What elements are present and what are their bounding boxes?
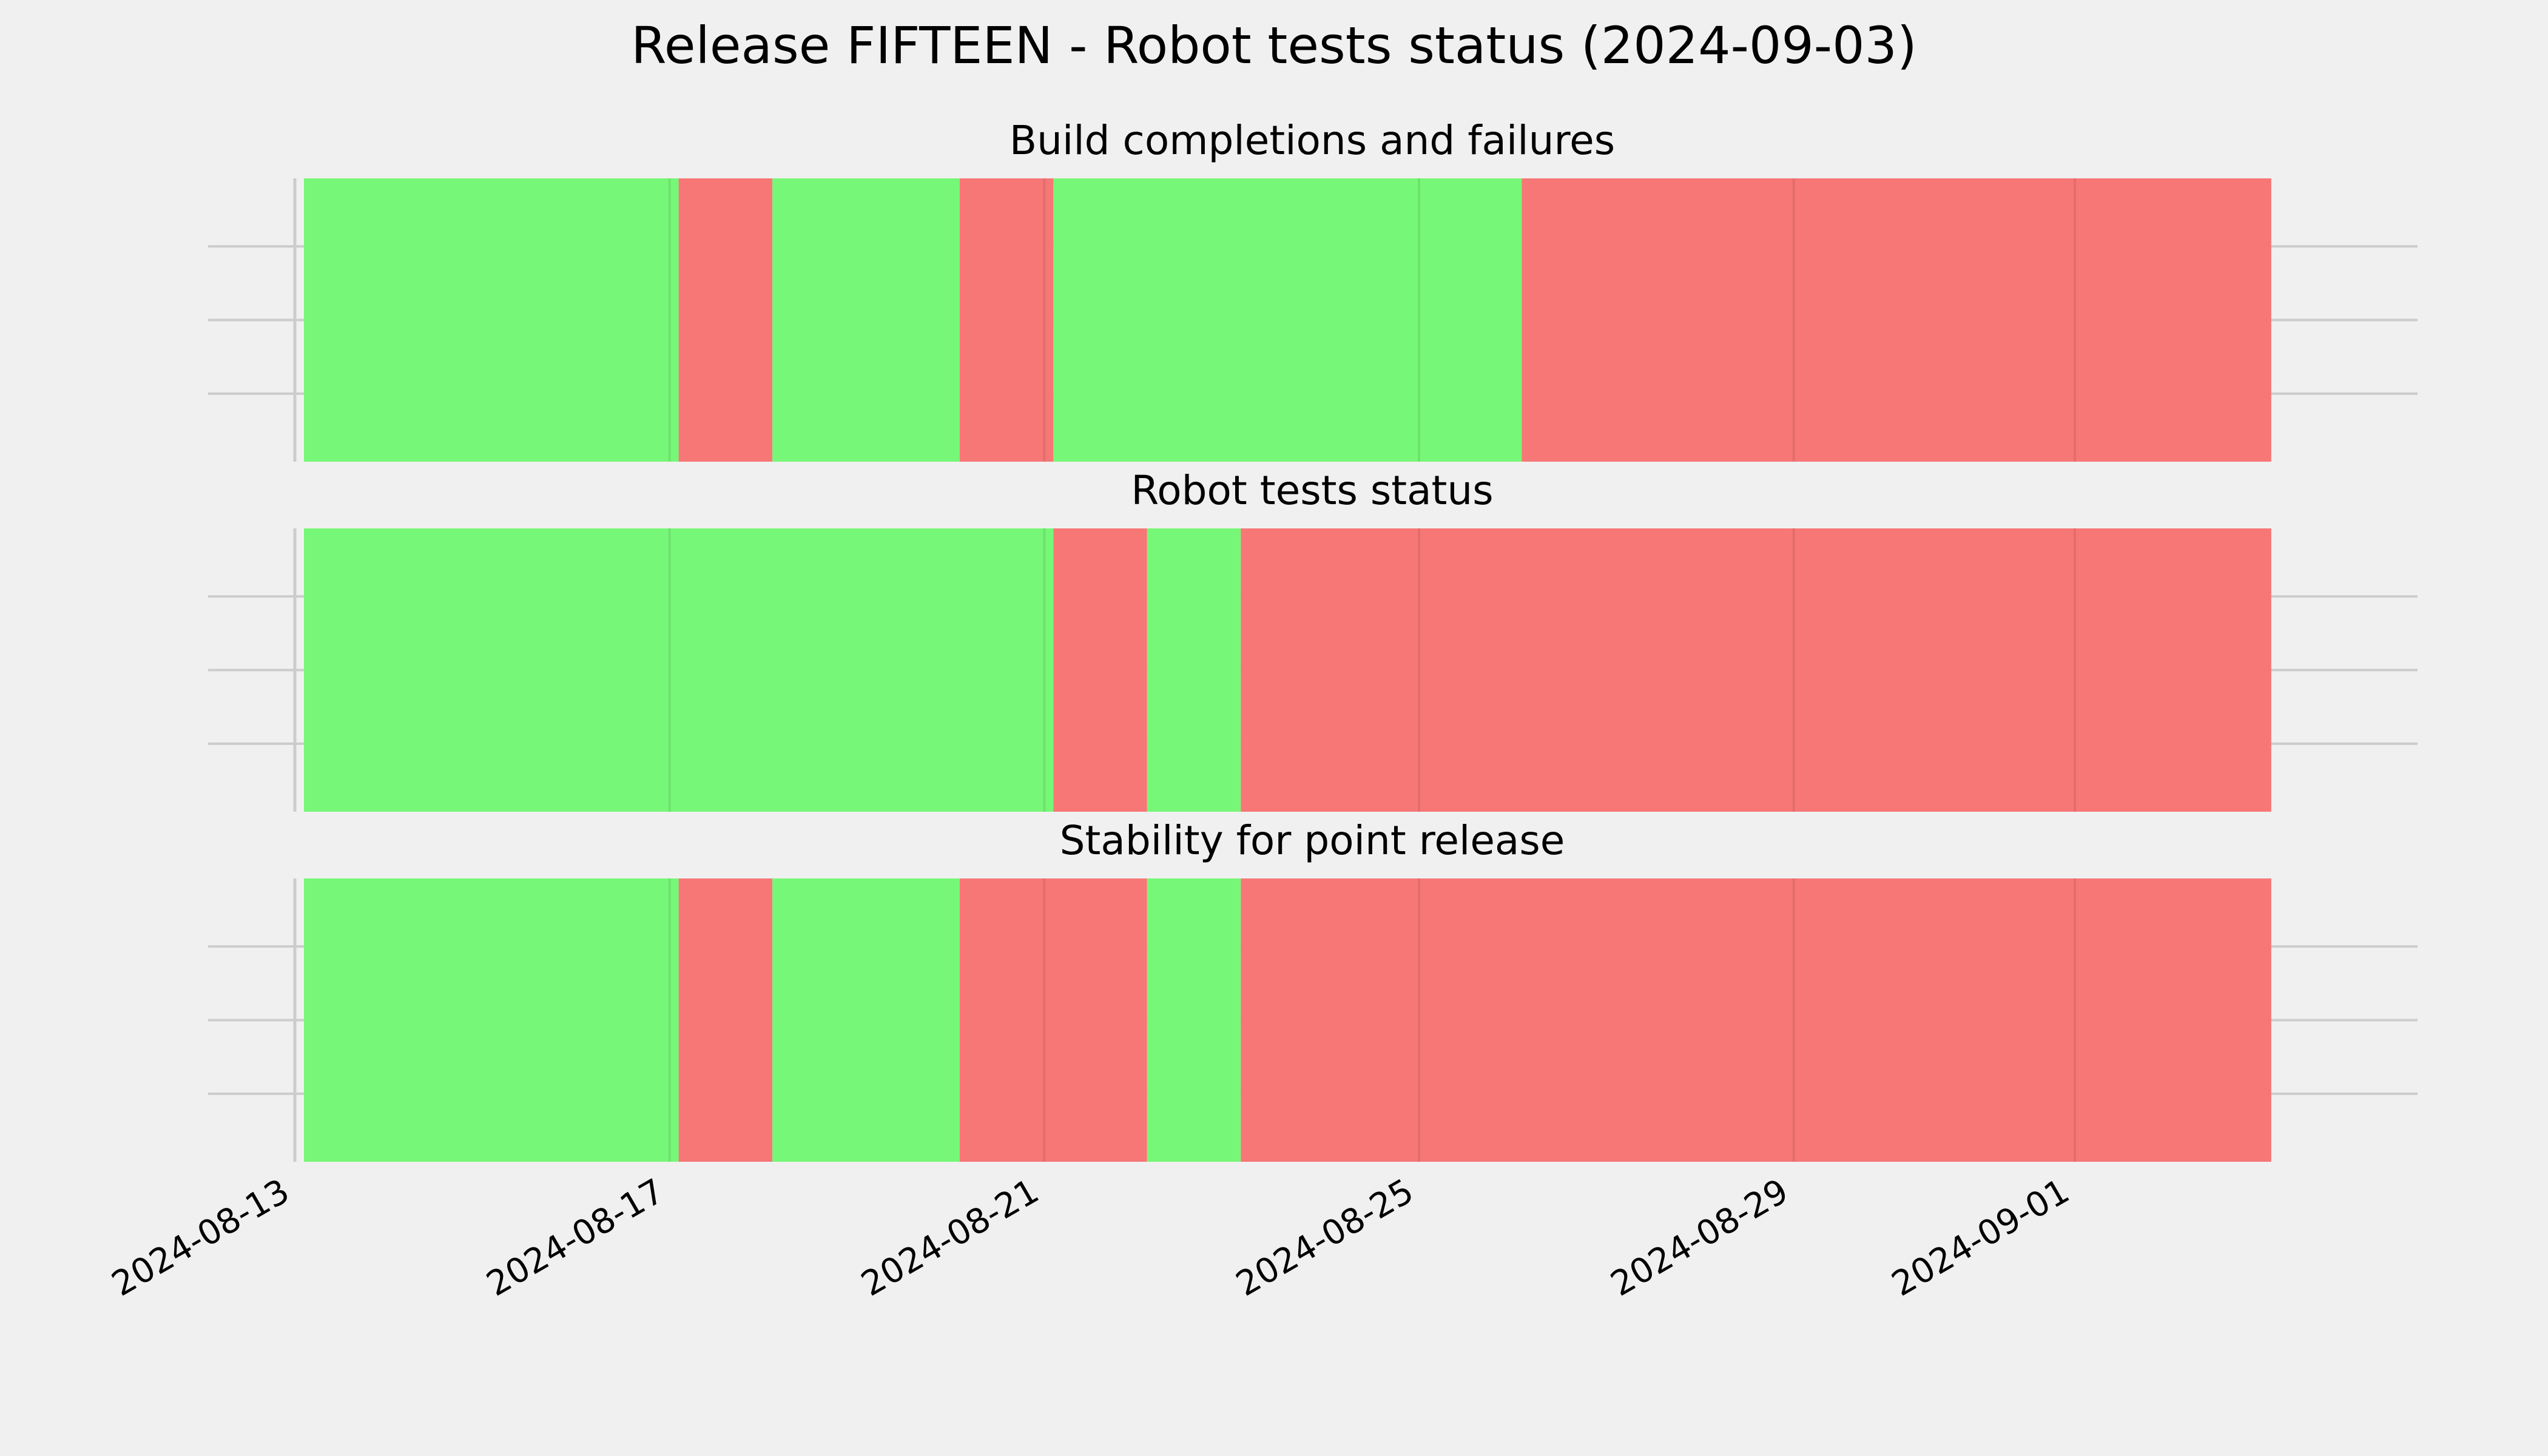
segment-pass (304, 178, 679, 462)
x-tick-label: 2024-08-29 (1604, 1171, 1795, 1304)
panel-title: Robot tests status (1131, 467, 1493, 514)
panel-stability: Stability for point release (208, 817, 2418, 1162)
chart-title: Release FIFTEEN - Robot tests status (20… (631, 16, 1916, 75)
x-tick-label: 2024-08-17 (480, 1171, 670, 1304)
segment-pass (1147, 878, 1241, 1162)
segment-pass (1147, 528, 1241, 812)
panel-build: Build completions and failures (208, 117, 2418, 462)
x-tick-label: 2024-08-13 (106, 1171, 296, 1304)
segment-fail (1053, 528, 1147, 812)
panel-robot: Robot tests status (208, 467, 2418, 812)
segment-pass (772, 178, 960, 462)
segment-fail (678, 878, 773, 1162)
panels-group: Build completions and failures Robot test… (208, 117, 2418, 1162)
x-tick-label: 2024-08-25 (1230, 1171, 1420, 1304)
x-ticks-group: 2024-08-13 2024-08-17 2024-08-21 2024-08-25… (106, 1171, 2076, 1304)
x-tick-label: 2024-08-21 (855, 1171, 1045, 1304)
segment-pass (304, 528, 1054, 812)
panel-title: Stability for point release (1060, 817, 1565, 864)
segment-fail (959, 178, 1054, 462)
x-tick-label: 2024-09-01 (1886, 1171, 2076, 1304)
segment-fail (1241, 528, 2271, 812)
segment-fail (1522, 178, 2271, 462)
segment-pass (1053, 178, 1522, 462)
segment-fail (1241, 878, 2271, 1162)
segment-fail (959, 878, 1147, 1162)
segment-fail (678, 178, 773, 462)
panel-title: Build completions and failures (1009, 117, 1615, 164)
segment-pass (304, 878, 679, 1162)
segment-pass (772, 878, 960, 1162)
